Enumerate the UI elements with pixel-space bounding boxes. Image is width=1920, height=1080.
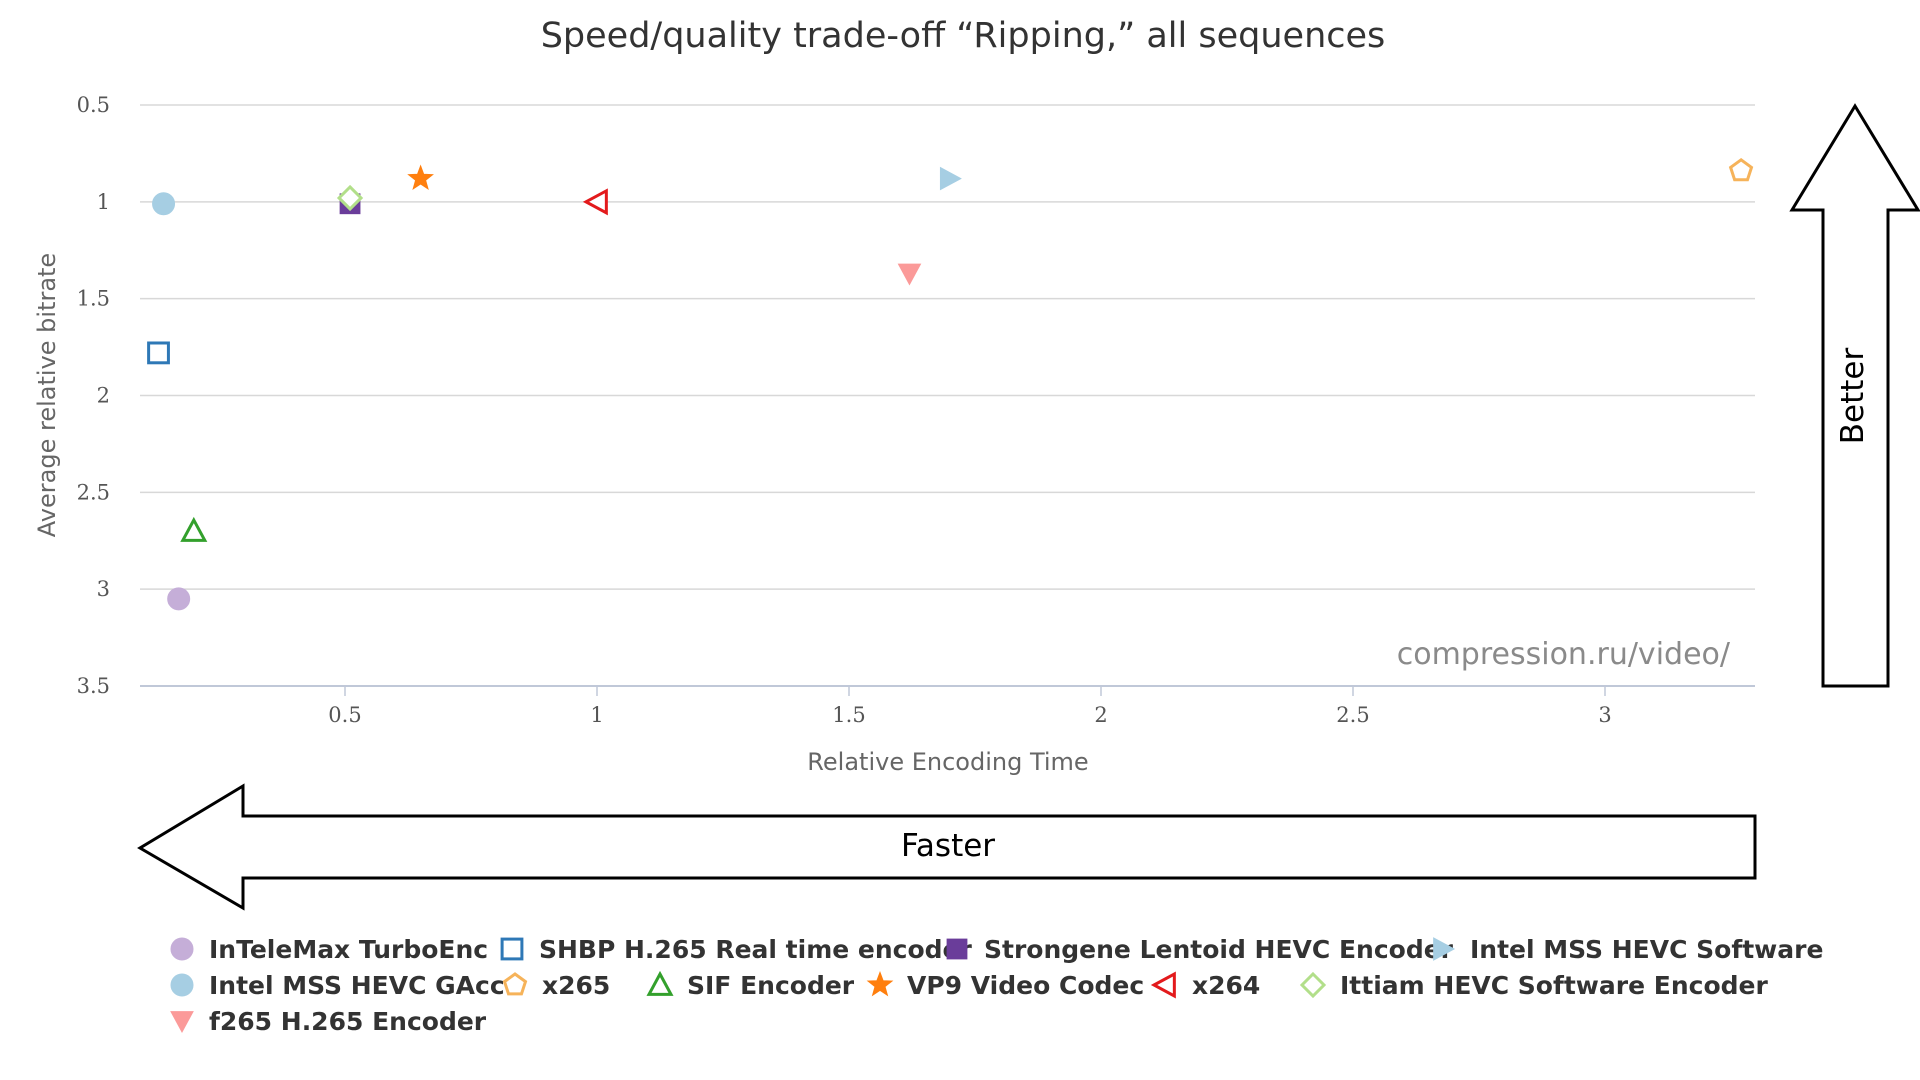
better-arrow — [1789, 103, 1920, 688]
y-tick-label: 1 — [97, 190, 110, 214]
legend-marker — [500, 937, 524, 961]
y-axis-title: Average relative bitrate — [33, 253, 61, 537]
grid-lines — [140, 104, 1755, 687]
legend-item[interactable]: Intel MSS HEVC GAcc — [170, 971, 505, 1000]
legend-label: VP9 Video Codec — [907, 971, 1144, 1000]
x-tick-label: 1 — [590, 703, 603, 727]
legend-label: Intel MSS HEVC GAcc — [209, 971, 505, 1000]
x-axis-title: Relative Encoding Time — [807, 748, 1088, 776]
data-point — [407, 164, 434, 190]
legend-label: SHBP H.265 Real time encoder — [539, 935, 972, 964]
legend-item[interactable]: x265 — [502, 971, 611, 1000]
legend-marker — [170, 973, 194, 997]
x-tick-label: 3 — [1598, 703, 1611, 727]
x-tick-label: 1.5 — [832, 703, 865, 727]
legend-label: f265 H.265 Encoder — [209, 1007, 487, 1036]
data-point — [152, 192, 176, 216]
legend-item[interactable]: Ittiam HEVC Software Encoder — [1299, 971, 1768, 1000]
data-point — [1728, 157, 1754, 182]
x-tick-labels: 0.5 1 1.5 2 2.5 3 — [328, 686, 1612, 727]
x-tick-label: 2.5 — [1336, 703, 1369, 727]
legend: InTeleMax TurboEnc SHBP H.265 Real time e… — [170, 935, 1824, 1036]
legend-item[interactable]: Strongene Lentoid HEVC Encoder — [946, 935, 1454, 964]
legend-label: Strongene Lentoid HEVC Encoder — [984, 935, 1454, 964]
y-tick-label: 3 — [97, 577, 110, 601]
data-point — [939, 166, 962, 191]
y-tick-label: 2.5 — [77, 480, 110, 504]
legend-marker — [1150, 971, 1176, 999]
data-point — [167, 587, 191, 611]
watermark: compression.ru/video/ — [1397, 637, 1731, 672]
data-points — [147, 157, 1754, 611]
y-tick-label: 2 — [97, 384, 110, 408]
legend-marker — [866, 970, 894, 997]
legend-item[interactable]: f265 H.265 Encoder — [170, 1007, 487, 1036]
legend-label: Ittiam HEVC Software Encoder — [1340, 971, 1768, 1000]
legend-item[interactable]: SHBP H.265 Real time encoder — [500, 935, 972, 964]
legend-item[interactable]: x264 — [1150, 971, 1260, 1000]
legend-item[interactable]: InTeleMax TurboEnc — [170, 935, 488, 964]
y-tick-label: 0.5 — [77, 93, 110, 117]
y-tick-labels: 0.5 1 1.5 2 2.5 3 3.5 — [77, 93, 110, 698]
data-point — [897, 263, 922, 286]
legend-label: SIF Encoder — [687, 971, 855, 1000]
data-point — [147, 341, 170, 365]
legend-marker — [946, 938, 968, 960]
legend-item[interactable]: Intel MSS HEVC Software — [1433, 935, 1824, 964]
legend-marker — [170, 1011, 194, 1034]
legend-label: x265 — [542, 971, 610, 1000]
legend-item[interactable]: VP9 Video Codec — [866, 970, 1144, 1000]
legend-marker — [646, 970, 674, 996]
legend-label: Intel MSS HEVC Software — [1470, 935, 1823, 964]
legend-item[interactable]: SIF Encoder — [646, 970, 855, 1000]
x-tick-label: 0.5 — [328, 703, 361, 727]
legend-marker — [1299, 971, 1327, 999]
data-point — [582, 188, 608, 216]
y-tick-label: 1.5 — [77, 287, 110, 311]
y-tick-label: 3.5 — [77, 674, 110, 698]
legend-marker — [1433, 937, 1456, 961]
better-label: Better — [1835, 348, 1871, 445]
x-tick-label: 2 — [1094, 703, 1107, 727]
legend-label: x264 — [1192, 971, 1260, 1000]
chart-title: Speed/quality trade-off “Ripping,” all s… — [541, 16, 1386, 56]
legend-label: InTeleMax TurboEnc — [209, 935, 488, 964]
legend-marker — [502, 972, 528, 996]
data-point — [336, 184, 364, 212]
legend-marker — [170, 937, 194, 961]
faster-arrow — [137, 783, 1757, 911]
faster-label: Faster — [901, 828, 995, 864]
data-point — [180, 516, 208, 542]
